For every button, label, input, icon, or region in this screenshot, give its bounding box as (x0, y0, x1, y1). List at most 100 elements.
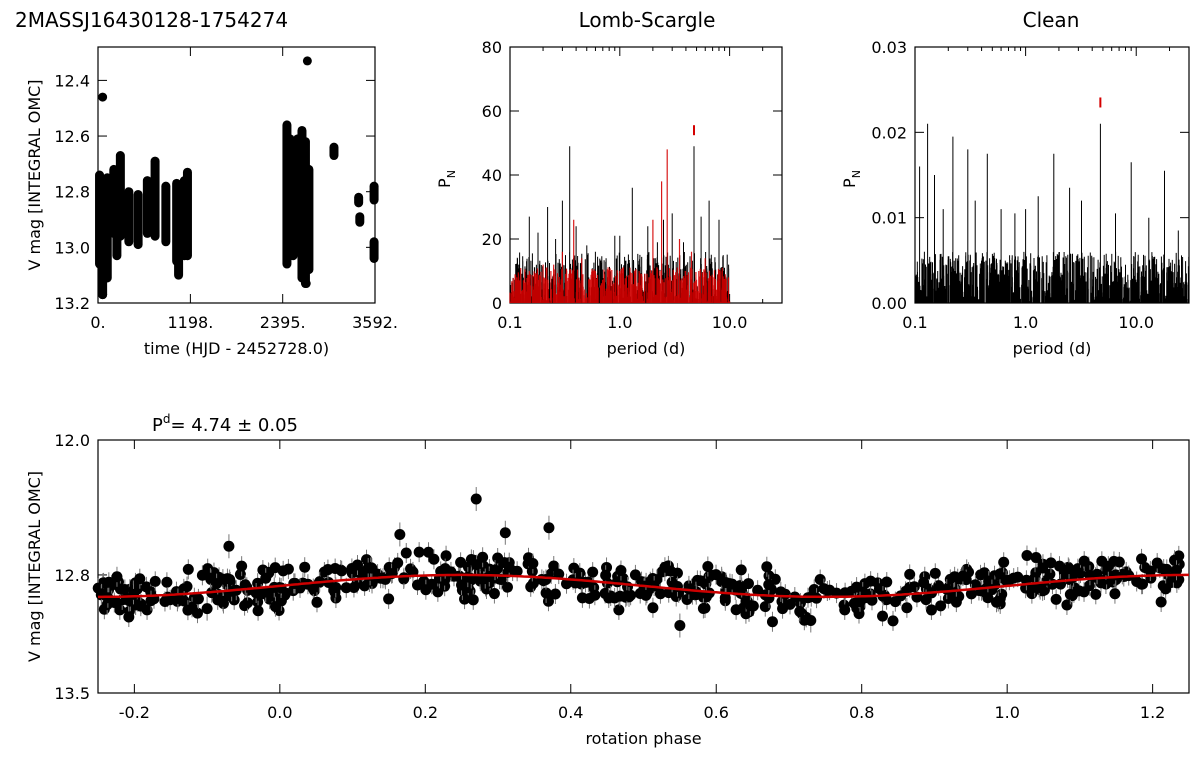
data-point (330, 581, 342, 593)
data-point (1064, 588, 1076, 600)
data-point (935, 600, 947, 612)
data-point (763, 579, 775, 591)
fit-curve (98, 573, 1189, 599)
data-point (949, 571, 961, 583)
data-point (394, 528, 406, 540)
data-point (98, 290, 108, 300)
window-function-series (509, 149, 731, 303)
x-tick-label: 10.0 (712, 313, 748, 332)
panel-lomb-scargle: 0.1 1.0 10.0 0 20 40 60 80 period (d) Lomb-Scargl… (435, 8, 783, 358)
x-axis-label: period (d) (607, 339, 686, 358)
data-point (204, 572, 216, 584)
data-point (587, 566, 599, 578)
x-tick-label: -0.2 (119, 703, 150, 722)
data-point (720, 577, 732, 589)
data-point (540, 574, 552, 586)
data-point (904, 568, 916, 580)
data-point (752, 584, 764, 596)
data-point (929, 567, 941, 579)
data-point (182, 604, 194, 616)
data-point (574, 567, 586, 579)
data-point (663, 587, 675, 599)
x-tick-label: 0.1 (902, 313, 927, 332)
data-point (621, 590, 633, 602)
data-point (192, 593, 204, 605)
data-point (851, 581, 863, 593)
panel-clean: 0.1 1.0 10.0 0.00 0.01 0.02 0.03 period (d) Clea… (840, 8, 1190, 358)
data-point (440, 550, 452, 562)
data-point (201, 603, 213, 615)
y-tick-label: 40 (482, 166, 502, 185)
data-point (992, 596, 1004, 608)
y-axis-label: PN (435, 170, 458, 188)
data-point (1021, 550, 1033, 562)
data-point (957, 570, 969, 582)
data-point (1109, 588, 1121, 600)
data-point (217, 595, 229, 607)
data-point (1033, 581, 1045, 593)
y-tick-label: 13.2 (54, 294, 90, 313)
chart-title: Lomb-Scargle (579, 8, 716, 32)
data-point (269, 601, 281, 613)
data-point (805, 614, 817, 626)
data-point (853, 608, 865, 620)
data-point (908, 581, 920, 593)
data-point (470, 493, 482, 505)
data-point (413, 546, 425, 558)
data-point (135, 600, 147, 612)
data-point (400, 547, 412, 559)
chart-title: 2MASSJ16430128-1754274 (15, 8, 288, 32)
data-point (736, 581, 748, 593)
data-point (1037, 562, 1049, 574)
data-point (499, 527, 511, 539)
x-tick-label: 0.0 (267, 703, 292, 722)
data-point (252, 605, 264, 617)
data-point (920, 594, 932, 606)
y-axis-label: PN (840, 170, 863, 188)
x-tick-label: 0. (90, 313, 105, 332)
data-point (866, 594, 878, 606)
x-tick-label: 0.6 (704, 703, 729, 722)
data-point (613, 604, 625, 616)
data-point (925, 604, 937, 616)
data-point (383, 593, 395, 605)
data-point (647, 602, 659, 614)
data-point (1171, 564, 1183, 576)
data-point (1063, 563, 1075, 575)
data-point (301, 279, 311, 289)
data-point (471, 559, 483, 571)
data-point (145, 595, 157, 607)
data-point (877, 610, 889, 622)
data-point (1095, 577, 1107, 589)
data-point (1169, 554, 1181, 566)
data-point (182, 563, 194, 575)
x-axis-label: time (HJD - 2452728.0) (144, 339, 329, 358)
data-point (98, 92, 108, 102)
y-tick-label: 0.03 (871, 38, 907, 57)
data-point (1160, 583, 1172, 595)
data-point (1045, 557, 1057, 569)
data-point (589, 589, 601, 601)
data-point (889, 596, 901, 608)
data-point (439, 563, 451, 575)
x-tick-label: 2395. (260, 313, 306, 332)
data-point (114, 583, 126, 595)
data-point (282, 563, 294, 575)
data-point (766, 616, 778, 628)
data-point (159, 595, 171, 607)
y-tick-label: 13.5 (54, 684, 90, 703)
x-tick-label: 1.0 (994, 703, 1019, 722)
y-tick-label: 12.6 (54, 127, 90, 146)
data-point (127, 588, 139, 600)
x-tick-label: 10.0 (1118, 313, 1154, 332)
plot-frame (97, 439, 1190, 694)
data-point (654, 588, 666, 600)
chart-title: Clean (1023, 8, 1080, 32)
data-point (223, 540, 235, 552)
data-point (549, 588, 561, 600)
data-point (965, 588, 977, 600)
data-point (576, 592, 588, 604)
plot-frame (509, 46, 783, 304)
data-point (1050, 593, 1062, 605)
